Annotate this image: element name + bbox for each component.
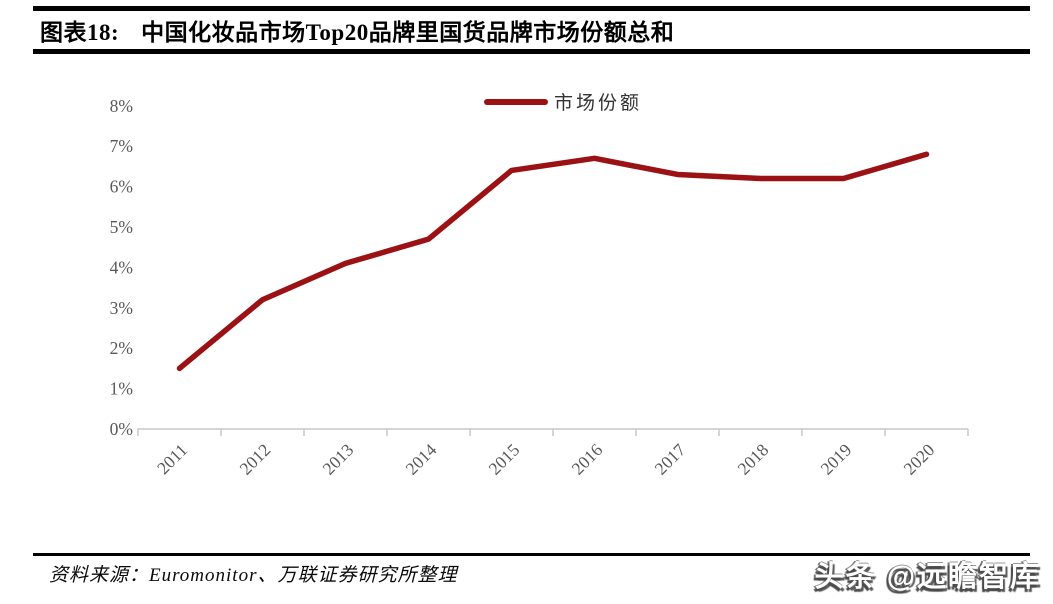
x-axis-tick-label: 2011 [153,440,191,478]
x-axis-tick-label: 2014 [401,440,440,479]
y-axis-tick-label: 5% [110,217,133,237]
x-axis-tick-label: 2018 [733,440,772,479]
y-axis-tick-label: 1% [110,379,133,399]
y-axis-tick-label: 7% [110,136,133,156]
x-axis-tick-label: 2013 [318,440,357,479]
watermark: 头条 @远瞻智库 [814,561,1041,593]
series-line [176,151,930,372]
x-axis-tick-label: 2012 [235,440,274,479]
figure-title-text: 中国化妆品市场Top20品牌里国货品牌市场份额总和 [141,20,675,45]
x-axis-tick-label: 2015 [484,440,523,479]
x-axis-tick-label: 2019 [816,440,855,479]
footer-rule [33,553,1030,556]
header-bottom-rule [33,49,1030,54]
source-note: 资料来源：Euromonitor、万联证券研究所整理 [49,565,458,586]
y-axis-tick-label: 8% [110,96,133,116]
y-axis-tick-label: 3% [110,298,133,318]
y-axis-tick-label: 2% [110,338,133,358]
y-axis-tick-label: 4% [110,257,133,277]
header-top-rule [33,6,1030,11]
figure-number: 图表18: [40,20,120,45]
figure-title: 图表18: 中国化妆品市场Top20品牌里国货品牌市场份额总和 [40,13,674,47]
x-axis-tick-label: 2020 [899,440,938,479]
x-axis-tick-label: 2017 [650,440,689,479]
y-axis-tick-label: 0% [110,419,133,439]
x-axis-tick-label: 2016 [567,440,606,479]
y-axis-tick-label: 6% [110,177,133,197]
legend-label: 市场份额 [554,92,642,114]
